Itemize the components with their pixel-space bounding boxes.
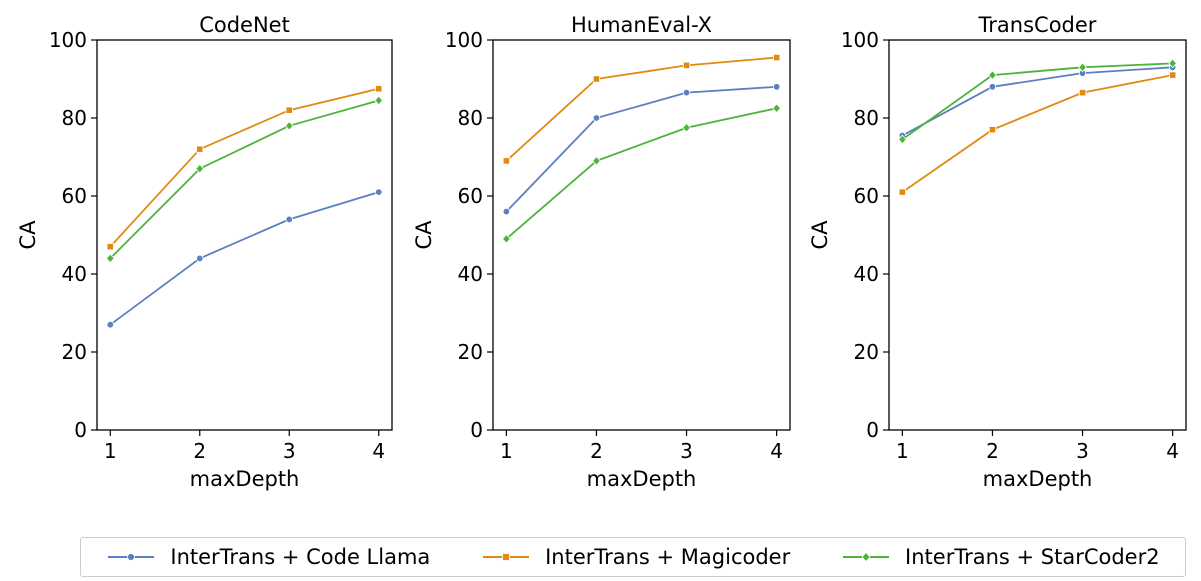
x-tick-label: 1 bbox=[500, 439, 513, 463]
y-tick-label: 60 bbox=[854, 184, 879, 208]
chart-title: HumanEval-X bbox=[571, 13, 712, 37]
point-intertrans-code-llama bbox=[592, 114, 601, 122]
point-intertrans-starcoder2 bbox=[772, 103, 781, 114]
legend-label-starcoder2: InterTrans + StarCoder2 bbox=[905, 545, 1160, 569]
point-intertrans-magicoder bbox=[592, 75, 601, 83]
point-intertrans-magicoder bbox=[1078, 89, 1087, 97]
x-tick-label: 2 bbox=[590, 439, 603, 463]
point-intertrans-magicoder bbox=[285, 106, 293, 114]
series-line-intertrans-starcoder2 bbox=[901, 62, 1173, 141]
point-intertrans-magicoder bbox=[682, 61, 691, 69]
y-tick-label: 60 bbox=[62, 184, 87, 208]
point-intertrans-magicoder bbox=[502, 157, 510, 165]
point-intertrans-starcoder2 bbox=[988, 70, 997, 81]
point-intertrans-starcoder2 bbox=[682, 122, 691, 133]
point-intertrans-magicoder bbox=[1169, 71, 1177, 79]
x-tick-label: 3 bbox=[680, 439, 693, 463]
point-intertrans-code-llama bbox=[682, 88, 691, 97]
point-intertrans-code-llama bbox=[285, 215, 293, 224]
point-intertrans-starcoder2 bbox=[1078, 62, 1087, 73]
panel-transcoder: TransCoder 0 20 40 60 80 100 1 2 3 4 maxDepth CA bbox=[808, 13, 1187, 491]
y-tick-label: 100 bbox=[49, 28, 87, 52]
point-intertrans-starcoder2 bbox=[592, 155, 601, 166]
legend-item-starcoder2: InterTrans + StarCoder2 bbox=[841, 545, 1160, 569]
x-tick-label: 4 bbox=[770, 439, 783, 463]
legend-swatch-magicoder bbox=[483, 553, 530, 561]
x-tick-label: 2 bbox=[986, 439, 999, 463]
point-intertrans-magicoder bbox=[106, 243, 114, 251]
y-tick-label: 40 bbox=[854, 262, 879, 286]
y-tick-label: 40 bbox=[458, 262, 483, 286]
point-intertrans-code-llama bbox=[988, 83, 997, 91]
y-tick-label: 60 bbox=[458, 184, 483, 208]
legend-label-magicoder: InterTrans + Magicoder bbox=[545, 545, 791, 569]
point-intertrans-magicoder bbox=[375, 85, 383, 93]
point-intertrans-magicoder bbox=[898, 188, 906, 196]
point-intertrans-code-llama bbox=[106, 321, 114, 329]
x-axis-label: maxDepth bbox=[587, 467, 697, 491]
x-tick-label: 1 bbox=[896, 439, 909, 463]
panel-codenet: CodeNet 0 20 40 60 80 100 1 2 3 4 maxDepth CA bbox=[16, 13, 393, 491]
y-axis-label: CA bbox=[808, 220, 832, 250]
chart-title: TransCoder bbox=[978, 13, 1097, 37]
x-tick-label: 1 bbox=[104, 439, 117, 463]
legend-item-code-llama: InterTrans + Code Llama bbox=[106, 545, 430, 569]
point-intertrans-starcoder2 bbox=[502, 233, 511, 244]
point-intertrans-code-llama bbox=[772, 83, 781, 91]
y-tick-label: 80 bbox=[854, 106, 879, 130]
series-line-intertrans-magicoder bbox=[109, 87, 379, 248]
y-tick-label: 0 bbox=[74, 418, 87, 442]
series-line-intertrans-magicoder bbox=[505, 56, 777, 162]
point-intertrans-magicoder bbox=[196, 145, 204, 153]
y-tick-label: 20 bbox=[854, 340, 879, 364]
point-intertrans-magicoder bbox=[773, 53, 781, 62]
legend-swatch-code-llama bbox=[108, 553, 155, 561]
y-tick-label: 80 bbox=[458, 106, 483, 130]
x-axis-label: maxDepth bbox=[190, 467, 300, 491]
plot-frame bbox=[888, 39, 1187, 431]
series-line-intertrans-magicoder bbox=[901, 74, 1173, 193]
series-line-intertrans-starcoder2 bbox=[109, 99, 379, 260]
plot-frame bbox=[96, 39, 393, 431]
y-tick-label: 0 bbox=[470, 418, 483, 442]
legend-label-code-llama: InterTrans + Code Llama bbox=[170, 545, 431, 569]
x-tick-label: 4 bbox=[1166, 439, 1179, 463]
legend-swatch-starcoder2 bbox=[843, 551, 890, 563]
point-intertrans-starcoder2 bbox=[284, 120, 294, 131]
point-intertrans-starcoder2 bbox=[898, 134, 907, 145]
point-intertrans-starcoder2 bbox=[195, 163, 205, 174]
y-tick-label: 100 bbox=[841, 28, 879, 52]
series-line-intertrans-code-llama bbox=[109, 191, 379, 326]
legend: InterTrans + Code Llama InterTrans + Mag… bbox=[80, 537, 1186, 577]
series-line-intertrans-starcoder2 bbox=[505, 107, 777, 240]
point-intertrans-magicoder bbox=[988, 126, 997, 134]
y-tick-label: 80 bbox=[62, 106, 87, 130]
series-line-intertrans-code-llama bbox=[505, 85, 777, 213]
y-tick-label: 40 bbox=[62, 262, 87, 286]
point-intertrans-starcoder2 bbox=[1168, 58, 1177, 69]
x-axis-label: maxDepth bbox=[983, 467, 1093, 491]
legend-item-magicoder: InterTrans + Magicoder bbox=[481, 545, 790, 569]
x-tick-label: 3 bbox=[283, 439, 296, 463]
point-intertrans-starcoder2 bbox=[105, 253, 115, 264]
x-tick-label: 3 bbox=[1076, 439, 1089, 463]
y-axis-label: CA bbox=[16, 220, 40, 250]
y-tick-label: 0 bbox=[866, 418, 879, 442]
point-intertrans-code-llama bbox=[502, 207, 511, 216]
y-tick-label: 20 bbox=[62, 340, 87, 364]
x-tick-label: 2 bbox=[193, 439, 206, 463]
series-line-intertrans-code-llama bbox=[901, 66, 1173, 137]
chart-title: CodeNet bbox=[199, 13, 290, 37]
point-intertrans-code-llama bbox=[375, 188, 383, 196]
point-intertrans-code-llama bbox=[196, 254, 204, 263]
y-tick-label: 20 bbox=[458, 340, 483, 364]
y-tick-label: 100 bbox=[445, 28, 483, 52]
plot-frame bbox=[492, 39, 791, 431]
y-axis-label: CA bbox=[412, 220, 436, 250]
panel-humaneval-x: HumanEval-X 0 20 40 60 80 100 1 2 3 4 maxDepth CA bbox=[412, 13, 791, 491]
point-intertrans-starcoder2 bbox=[374, 95, 384, 106]
x-tick-label: 4 bbox=[372, 439, 385, 463]
